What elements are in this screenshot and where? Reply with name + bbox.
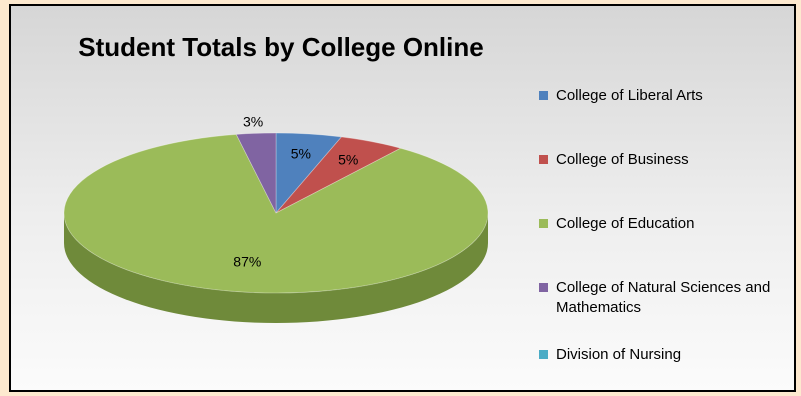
legend-swatch [539, 219, 548, 228]
legend-swatch [539, 155, 548, 164]
pie-data-label: 87% [233, 253, 261, 269]
legend-label: College of Education [556, 215, 695, 232]
chart-frame: Student Totals by College Online 5% 5% 87%… [9, 4, 796, 392]
pie-slice-side [64, 213, 488, 323]
legend-swatch [539, 283, 548, 292]
pie-data-label: 5% [338, 152, 358, 168]
chart-title: Student Totals by College Online [78, 32, 484, 62]
pie-chart: 5% 5% 87% 3% [63, 113, 489, 323]
legend-label: College of Business [556, 151, 689, 168]
pie-slice [275, 132, 343, 215]
pie-data-label: 3% [243, 113, 263, 129]
pie-slice [63, 133, 489, 294]
legend-swatch [539, 350, 548, 359]
pie-slice [275, 136, 402, 214]
pie-data-label: 5% [291, 146, 311, 162]
legend-swatch [539, 91, 548, 100]
pie-slice [235, 132, 277, 214]
legend-label: College of Natural Sciences and Mathemat… [556, 279, 771, 316]
legend-label: Division of Nursing [556, 346, 682, 363]
legend-label: College of Liberal Arts [556, 87, 703, 104]
